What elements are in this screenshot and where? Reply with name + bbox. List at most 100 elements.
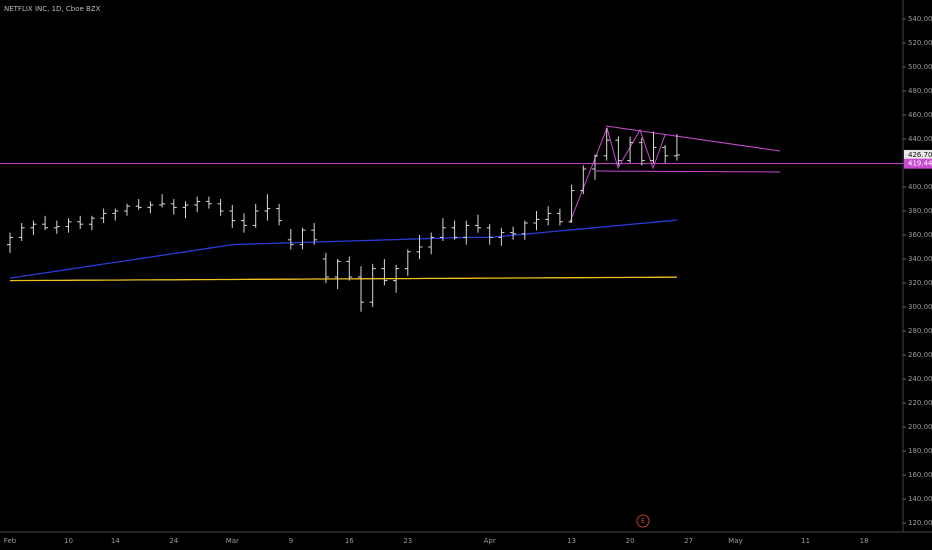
y-tick-label: 380.00 [908, 207, 932, 215]
y-tick-label: 540.00 [908, 15, 932, 23]
ohlc-bar [510, 226, 517, 240]
ohlc-bar [603, 128, 610, 161]
y-tick-label: 240.00 [908, 375, 932, 383]
ohlc-bar [568, 184, 575, 223]
x-tick-label: 14 [111, 537, 120, 545]
moving-average-line [9, 276, 677, 282]
ohlc-bar [673, 134, 680, 161]
zigzag-line [569, 126, 666, 223]
ohlc-bar [65, 218, 72, 233]
y-tick-label: 340.00 [908, 255, 932, 263]
pattern-drawing [569, 125, 781, 223]
y-tick-label: 360.00 [908, 231, 932, 239]
ohlc-bar [428, 232, 435, 255]
x-tick-label: 23 [403, 537, 412, 545]
chart-title: NETFLIX INC, 1D, Cboe BZX [4, 5, 101, 13]
ohlc-bar [334, 259, 341, 289]
ohlc-bar [463, 220, 470, 245]
ohlc-bar [404, 249, 411, 276]
moving-average-line [9, 219, 677, 279]
ohlc-bar [299, 227, 306, 250]
ohlc-bar [170, 199, 177, 215]
y-tick-label: 480.00 [908, 87, 932, 95]
ohlc-bar [486, 224, 493, 245]
ohlc-bar [638, 137, 645, 166]
ohlc-bar [287, 229, 294, 250]
last-price-box [904, 149, 932, 160]
earnings-marker[interactable] [636, 514, 650, 528]
ohlc-bar [217, 199, 224, 216]
y-tick-label: 520.00 [908, 39, 932, 47]
ohlc-bar [369, 263, 376, 307]
ohlc-bar [439, 218, 446, 241]
ohlc-bar [475, 214, 481, 233]
x-tick-label: 20 [626, 537, 635, 545]
y-tick-label: 220.00 [908, 399, 932, 407]
y-tick-label: 140.00 [908, 495, 932, 503]
y-tick-label: 180.00 [908, 447, 932, 455]
ohlc-bar [451, 220, 458, 240]
earnings-label: E [641, 518, 645, 525]
ohlc-bar [556, 208, 563, 226]
x-tick-label: 27 [684, 537, 693, 545]
x-tick-label: Apr [484, 537, 496, 545]
y-tick-label: 300.00 [908, 303, 932, 311]
ohlc-bar [533, 211, 540, 231]
ohlc-bar [7, 232, 13, 253]
ohlc-bar [521, 220, 528, 240]
ohlc-bar [252, 203, 259, 228]
ohlc-bar [627, 136, 634, 163]
ohlc-bar [112, 208, 119, 221]
ohlc-bar [124, 203, 130, 216]
ohlc-bar [241, 213, 247, 233]
ohlc-bar [580, 165, 587, 195]
x-tick-label: 16 [345, 537, 354, 545]
ohlc-bar [135, 199, 142, 210]
ohlc-bar [194, 196, 201, 213]
ohlc-bar [615, 136, 622, 166]
y-tick-label: 260.00 [908, 351, 932, 359]
ohlc-bar [182, 201, 189, 219]
ohlc-bar [229, 205, 236, 228]
x-tick-label: 11 [801, 537, 810, 545]
x-tick-label: 18 [860, 537, 869, 545]
trend-line [595, 170, 781, 173]
x-tick-label: 24 [169, 537, 178, 545]
ohlc-bar [30, 220, 37, 235]
y-tick-label: 280.00 [908, 327, 932, 335]
y-tick-label: 120.00 [908, 519, 932, 527]
y-tick-label: 500.00 [908, 63, 932, 71]
x-tick-label: 10 [64, 537, 73, 545]
y-tick-label: 200.00 [908, 423, 932, 431]
ohlc-bar [322, 253, 329, 283]
ohlc-bar [205, 196, 212, 209]
ohlc-bar [276, 203, 283, 226]
trend-line [605, 125, 781, 152]
ohlc-bar [264, 194, 271, 221]
ohlc-bar [159, 194, 166, 208]
ohlc-bar [77, 215, 84, 229]
y-tick-label: 440.00 [908, 135, 932, 143]
x-tick-label: May [728, 537, 742, 545]
ohlc-bar [53, 220, 60, 234]
ohlc-bar [650, 131, 657, 163]
x-tick-label: 9 [289, 537, 293, 545]
last-price-label: 426.70 [908, 151, 932, 159]
y-tick-label: 320.00 [908, 279, 932, 287]
ohlc-bar [662, 145, 669, 163]
hline-price-box [904, 158, 932, 169]
ohlc-bar [358, 266, 364, 312]
hline-price-label: 419.44 [908, 160, 932, 168]
ohlc-bar [545, 206, 552, 226]
ohlc-bar [381, 259, 388, 286]
ohlc-bar [147, 201, 154, 214]
ohlc-bar [100, 208, 107, 223]
ohlc-bar [592, 154, 598, 180]
y-tick-label: 460.00 [908, 111, 932, 119]
y-tick-label: 160.00 [908, 471, 932, 479]
ohlc-bar [498, 227, 505, 246]
x-tick-label: 13 [567, 537, 576, 545]
ohlc-bar [42, 215, 49, 231]
